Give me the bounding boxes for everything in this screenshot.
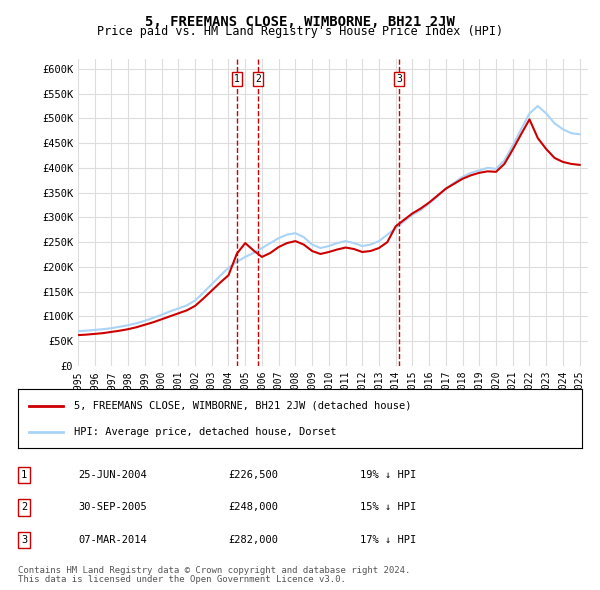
Text: Contains HM Land Registry data © Crown copyright and database right 2024.: Contains HM Land Registry data © Crown c… [18, 566, 410, 575]
Text: Price paid vs. HM Land Registry's House Price Index (HPI): Price paid vs. HM Land Registry's House … [97, 25, 503, 38]
Text: £248,000: £248,000 [228, 503, 278, 512]
Text: 15% ↓ HPI: 15% ↓ HPI [360, 503, 416, 512]
Text: 3: 3 [396, 74, 402, 84]
Text: 19% ↓ HPI: 19% ↓ HPI [360, 470, 416, 480]
Text: 30-SEP-2005: 30-SEP-2005 [78, 503, 147, 512]
Text: 2: 2 [255, 74, 260, 84]
Text: 2: 2 [21, 503, 27, 512]
Text: 1: 1 [21, 470, 27, 480]
Text: 25-JUN-2004: 25-JUN-2004 [78, 470, 147, 480]
Text: £226,500: £226,500 [228, 470, 278, 480]
Text: 17% ↓ HPI: 17% ↓ HPI [360, 535, 416, 545]
Text: 3: 3 [21, 535, 27, 545]
Text: 5, FREEMANS CLOSE, WIMBORNE, BH21 2JW: 5, FREEMANS CLOSE, WIMBORNE, BH21 2JW [145, 15, 455, 29]
Text: £282,000: £282,000 [228, 535, 278, 545]
Text: HPI: Average price, detached house, Dorset: HPI: Average price, detached house, Dors… [74, 427, 337, 437]
Text: 07-MAR-2014: 07-MAR-2014 [78, 535, 147, 545]
Text: This data is licensed under the Open Government Licence v3.0.: This data is licensed under the Open Gov… [18, 575, 346, 584]
Text: 5, FREEMANS CLOSE, WIMBORNE, BH21 2JW (detached house): 5, FREEMANS CLOSE, WIMBORNE, BH21 2JW (d… [74, 401, 412, 411]
Text: 1: 1 [234, 74, 240, 84]
